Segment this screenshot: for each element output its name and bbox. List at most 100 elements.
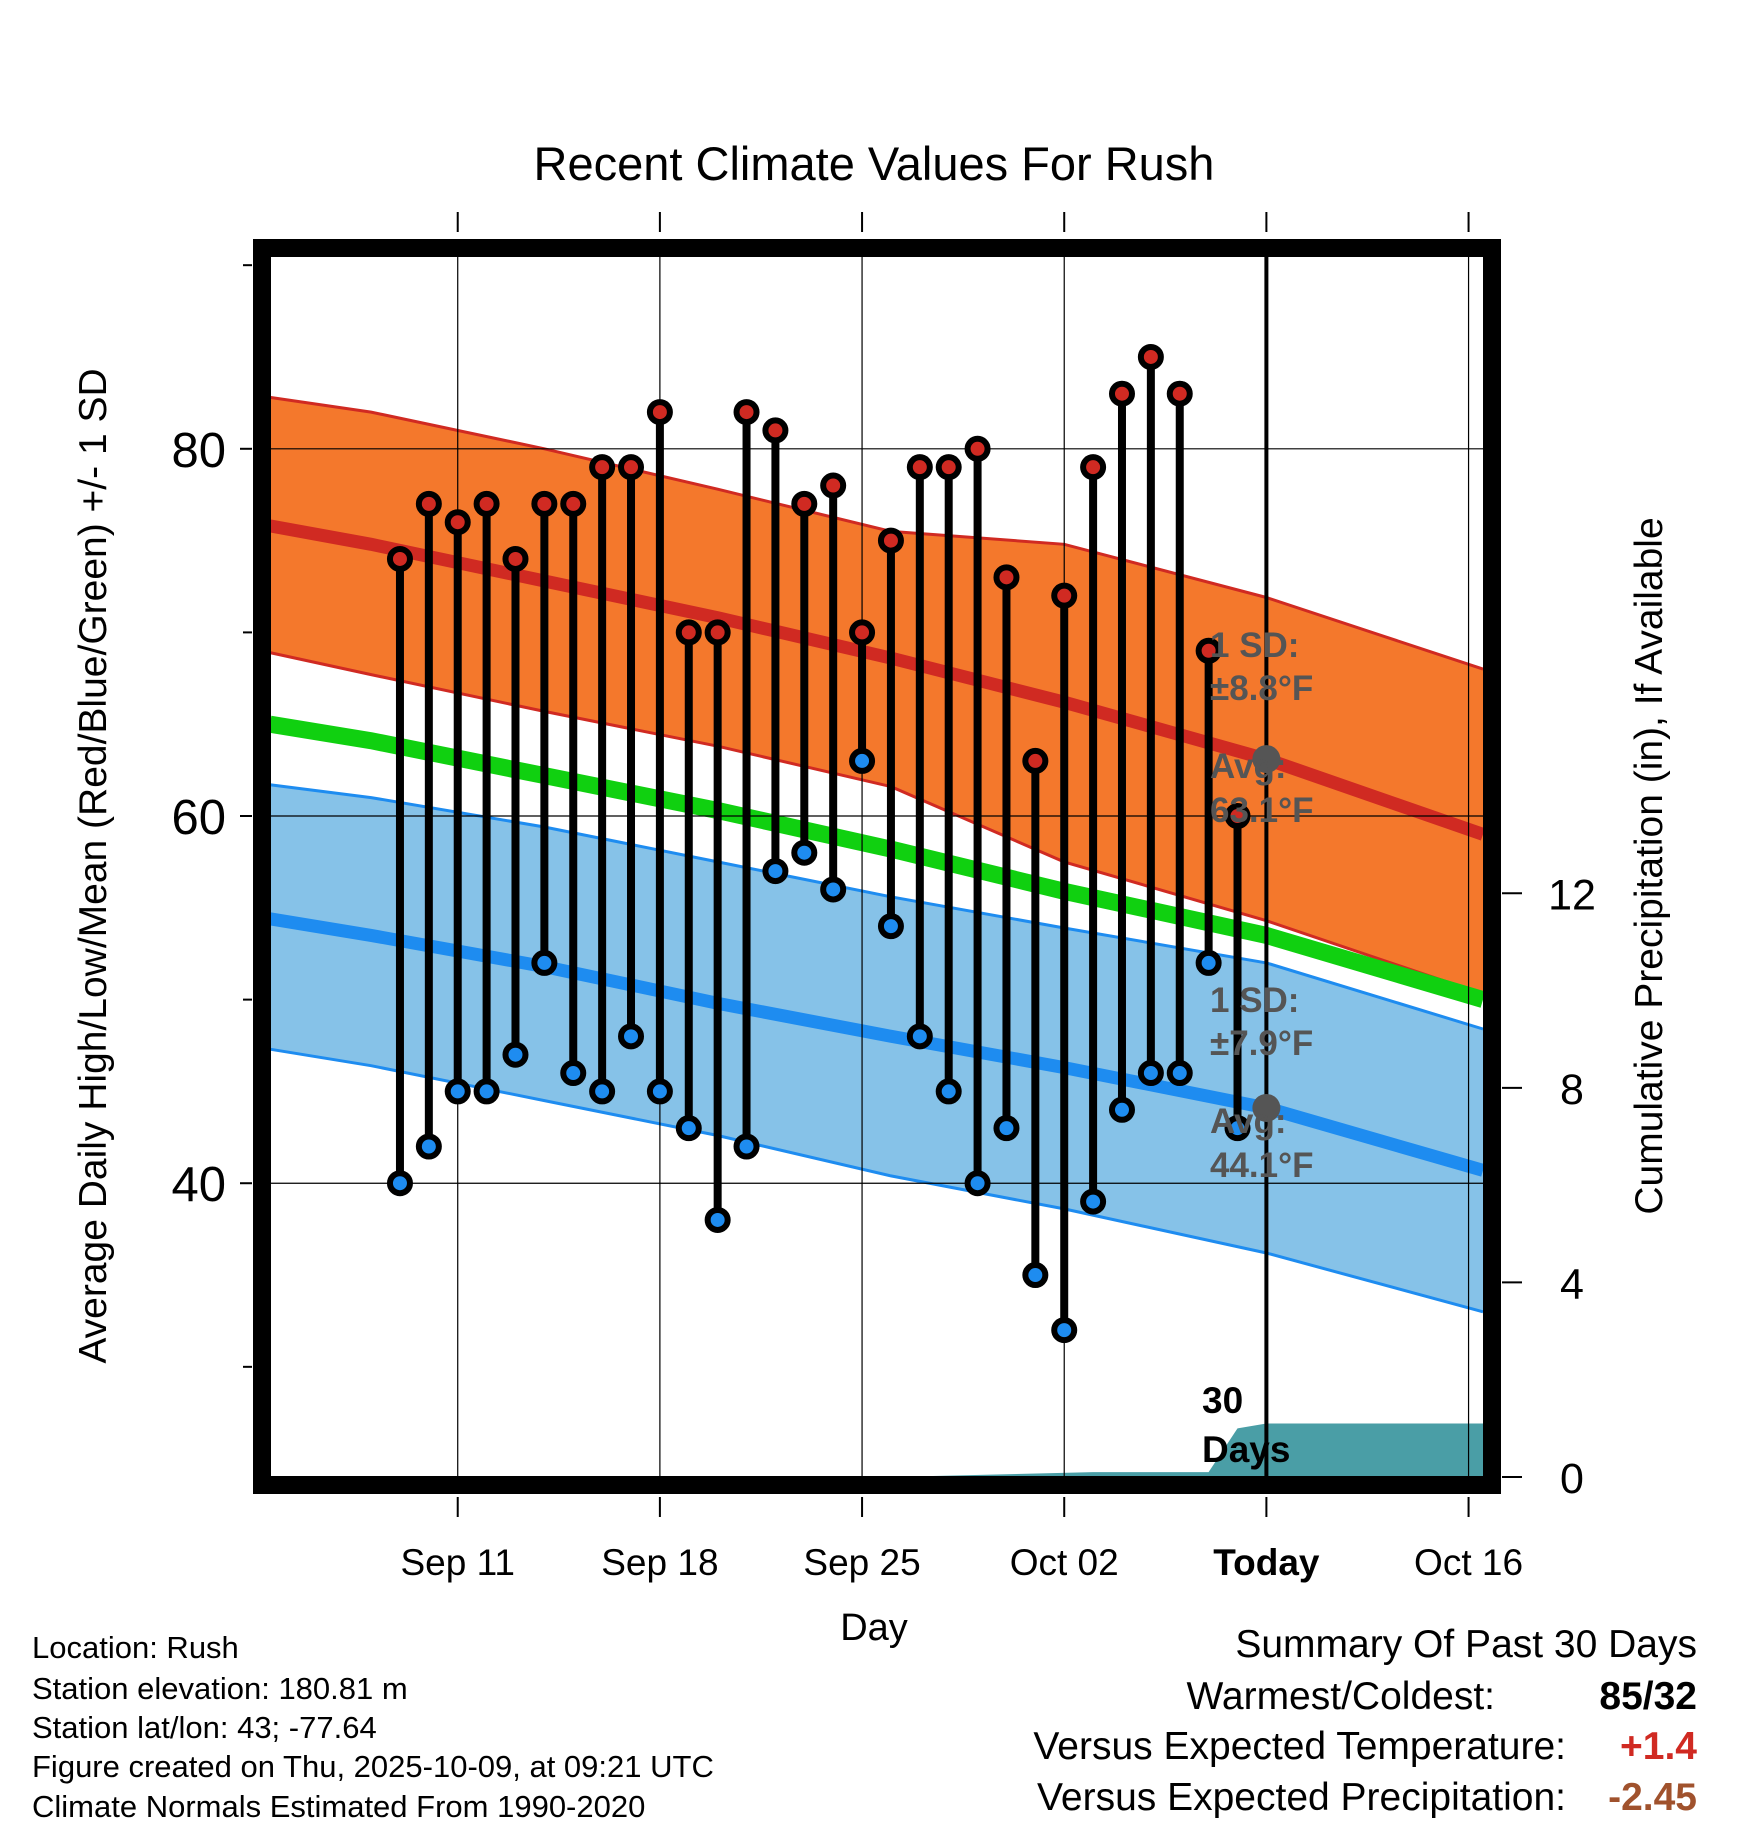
precip-fill <box>270 1423 1483 1477</box>
x-tick-label: Sep 11 <box>400 1542 515 1583</box>
y2-axis-label: Cumulative Precipitation (in), If Availa… <box>1628 517 1671 1214</box>
high-avg-title: Avg: <box>1210 747 1286 786</box>
average-markers <box>1252 745 1281 1122</box>
daily-low-point <box>1224 1115 1251 1142</box>
warm-cold-value: 85/32 <box>1599 1675 1697 1718</box>
summary-title: Summary Of Past 30 Days <box>1235 1623 1697 1666</box>
low-avg-value: 44.1°F <box>1210 1146 1314 1185</box>
daily-high-point <box>849 619 876 646</box>
daily-low-point <box>1166 1060 1193 1087</box>
daily-high-point <box>560 490 587 517</box>
daily-low-point <box>589 1078 616 1105</box>
daily-low-point <box>906 1023 933 1050</box>
daily-low-point <box>531 949 558 976</box>
elevation-text: Station elevation: 180.81 m <box>32 1671 408 1706</box>
daily-high-point <box>386 545 413 572</box>
y2-tick-label: 0 <box>1560 1455 1584 1503</box>
daily-low-point <box>877 913 904 940</box>
daily-low-point <box>415 1133 442 1160</box>
daily-low-point <box>1022 1262 1049 1289</box>
daily-low-point <box>935 1078 962 1105</box>
y-tick-label: 60 <box>171 791 226 845</box>
created-text: Figure created on Thu, 2025-10-09, at 09… <box>32 1749 714 1784</box>
daily-high-point <box>473 490 500 517</box>
daily-high-point <box>1137 343 1164 370</box>
daily-high-point <box>444 509 471 536</box>
precip-days-label: 30 Days <box>1202 1380 1290 1470</box>
daily-high-point <box>964 435 991 462</box>
y-tick-label: 40 <box>171 1158 226 1212</box>
daily-low-point <box>733 1133 760 1160</box>
daily-low-point <box>1051 1317 1078 1344</box>
chart-title: Recent Climate Values For Rush <box>534 137 1215 190</box>
low-avg-marker <box>1252 1093 1281 1122</box>
summary-panel: Summary Of Past 30 Days Warmest/Coldest:… <box>1033 1623 1697 1819</box>
daily-low-point <box>646 1078 673 1105</box>
precip-label: Versus Expected Precipitation: <box>1037 1776 1566 1819</box>
daily-high-point <box>1166 380 1193 407</box>
daily-low-point <box>502 1041 529 1068</box>
axes: Sep 11 Sep 18 Sep 25 Oct 02 Today Oct 1640608… <box>171 212 1596 1583</box>
normals-text: Climate Normals Estimated From 1990-2020 <box>32 1789 645 1824</box>
daily-low-point <box>1137 1060 1164 1087</box>
station-info: Location: Rush Station elevation: 180.81… <box>32 1630 714 1824</box>
y-tick-label: 80 <box>171 424 226 478</box>
daily-high-point <box>820 472 847 499</box>
daily-high-point <box>1108 380 1135 407</box>
daily-low-point <box>675 1115 702 1142</box>
daily-high-point <box>1195 637 1222 664</box>
daily-high-point <box>877 527 904 554</box>
daily-high-point <box>1224 803 1251 830</box>
daily-low-point <box>386 1170 413 1197</box>
warm-cold-label: Warmest/Coldest: <box>1187 1675 1495 1718</box>
daily-high-point <box>1080 454 1107 481</box>
low-avg-title: Avg: <box>1210 1102 1286 1141</box>
daily-high-point <box>589 454 616 481</box>
daily-low-point <box>1195 949 1222 976</box>
high-sd-title: 1 SD: <box>1210 626 1299 665</box>
daily-low-point <box>791 839 818 866</box>
daily-high-point <box>704 619 731 646</box>
y2-tick-label: 12 <box>1548 871 1596 919</box>
x-tick-label: Today <box>1213 1542 1320 1583</box>
high-sd-value: ±8.8°F <box>1210 669 1313 708</box>
daily-low-point <box>849 747 876 774</box>
x-tick-label: Oct 02 <box>1010 1542 1119 1583</box>
daily-high-point <box>646 399 673 426</box>
daily-high-point <box>531 490 558 517</box>
daily-high-point <box>502 545 529 572</box>
daily-low-point <box>618 1023 645 1050</box>
low-sd-value: ±7.9°F <box>1210 1024 1313 1063</box>
daily-high-point <box>1051 582 1078 609</box>
high-avg-value: 63.1°F <box>1210 791 1314 830</box>
daily-low-point <box>762 858 789 885</box>
plot-frame <box>253 239 1501 1494</box>
daily-high-point <box>1022 747 1049 774</box>
y2-tick-label: 4 <box>1560 1260 1584 1308</box>
daily-high-point <box>415 490 442 517</box>
low-sd-title: 1 SD: <box>1210 981 1299 1020</box>
daily-high-point <box>618 454 645 481</box>
daily-low-point <box>964 1170 991 1197</box>
high-annotation: 1 SD: ±8.8°F Avg: 63.1°F <box>1210 626 1314 830</box>
x-tick-label: Oct 16 <box>1414 1542 1523 1583</box>
precip-days-number: 30 <box>1202 1380 1243 1421</box>
daily-low-point <box>1108 1096 1135 1123</box>
daily-high-point <box>906 454 933 481</box>
x-axis-label: Day <box>840 1607 908 1649</box>
precipitation-area <box>270 1423 1483 1477</box>
precip-value: -2.45 <box>1608 1776 1697 1819</box>
high-avg-marker <box>1252 745 1281 774</box>
daily-range-stems <box>395 352 1242 1335</box>
temp-label: Versus Expected Temperature: <box>1033 1725 1566 1768</box>
daily-high-point <box>675 619 702 646</box>
low-annotation: 1 SD: ±7.9°F Avg: 44.1°F <box>1210 981 1314 1185</box>
daily-low-point <box>704 1206 731 1233</box>
y2-tick-label: 8 <box>1560 1066 1584 1114</box>
temp-value: +1.4 <box>1620 1725 1697 1768</box>
precip-days-word: Days <box>1202 1429 1290 1470</box>
y-axis-label: Average Daily High/Low/Mean (Red/Blue/Gr… <box>72 368 115 1363</box>
daily-high-point <box>791 490 818 517</box>
daily-high-point <box>733 399 760 426</box>
